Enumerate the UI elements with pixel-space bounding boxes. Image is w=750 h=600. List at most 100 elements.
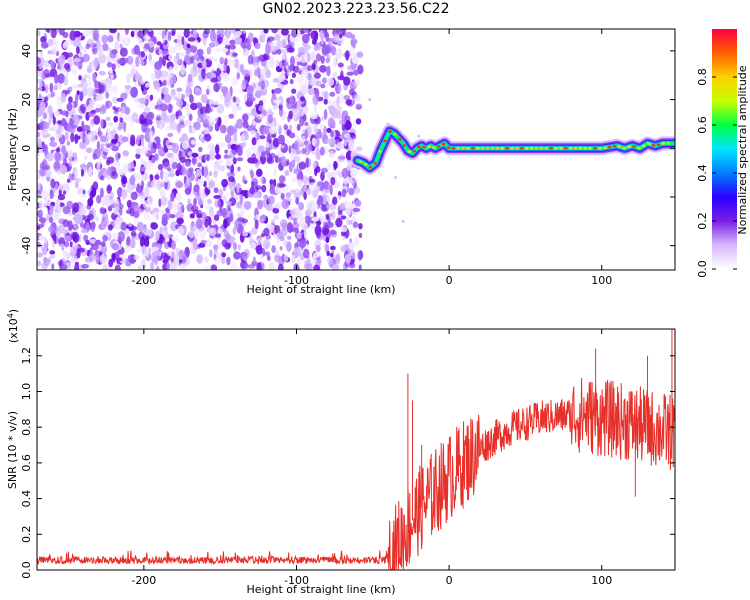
noise-blob [140, 150, 148, 155]
noise-blob [206, 154, 210, 162]
noise-blob [225, 158, 233, 167]
noise-blob [75, 62, 82, 67]
noise-blob [170, 221, 178, 232]
noise-blob [242, 120, 249, 129]
noise-blob [112, 200, 120, 209]
x-tick-label: 100 [591, 574, 612, 587]
noise-blob [336, 141, 344, 150]
noise-blob [167, 31, 172, 41]
noise-blob [141, 180, 145, 190]
noise-blob [255, 185, 262, 191]
noise-blob [304, 209, 312, 217]
noise-blob [58, 54, 66, 64]
noise-blob [341, 167, 349, 179]
noise-blob [37, 112, 42, 117]
noise-blob [234, 219, 239, 230]
noise-blob [223, 72, 230, 82]
noise-blob [208, 227, 217, 237]
noise-blob [48, 109, 54, 119]
ridge-peak [383, 139, 387, 143]
noise-blob [41, 201, 47, 209]
noise-blob [154, 174, 160, 180]
noise-blob [134, 73, 143, 82]
noise-blob [114, 41, 119, 50]
noise-blob [209, 249, 213, 258]
noise-blob [140, 158, 146, 166]
noise-blob [196, 48, 204, 57]
noise-blob [338, 170, 343, 179]
noise-blob [261, 184, 267, 193]
noise-blob [81, 106, 86, 114]
noise-blob [301, 69, 309, 79]
noise-blob [117, 126, 123, 131]
noise-blob [48, 117, 52, 125]
noise-blob [186, 43, 191, 49]
noise-blob [297, 179, 303, 187]
noise-blob [220, 86, 229, 94]
noise-blob [310, 114, 318, 120]
noise-blob [73, 57, 81, 63]
noise-blob [74, 181, 79, 189]
noise-blob [190, 67, 198, 78]
noise-blob [117, 59, 125, 64]
noise-blob [87, 68, 92, 74]
noise-blob [219, 165, 225, 172]
noise-blob [154, 105, 159, 110]
noise-blob [81, 263, 89, 269]
noise-blob [114, 219, 122, 230]
noise-blob [198, 146, 203, 153]
noise-blob [320, 83, 326, 89]
noise-blob [147, 29, 154, 38]
noise-blob [50, 29, 57, 39]
noise-blob [210, 31, 217, 42]
noise-blob [334, 254, 341, 265]
noise-blob [251, 181, 255, 189]
noise-blob [155, 265, 160, 270]
noise-blob [82, 30, 90, 37]
noise-blob [299, 54, 308, 63]
noise-blob [296, 103, 300, 113]
noise-blob [288, 145, 292, 154]
ridge-peak [378, 150, 382, 153]
noise-blob [320, 55, 325, 64]
noise-blob [166, 261, 170, 270]
noise-blob [51, 263, 55, 270]
noise-blob [316, 42, 321, 51]
noise-blob [323, 125, 327, 136]
noise-blob [102, 194, 111, 201]
noise-blob [183, 119, 192, 127]
noise-blob [203, 127, 210, 135]
noise-blob [162, 79, 167, 87]
noise-blob [138, 38, 143, 45]
noise-blob [283, 124, 289, 131]
noise-blob [323, 98, 328, 105]
colorbar-tick-label: 0.4 [696, 164, 709, 182]
noise-blob [221, 37, 229, 45]
noise-blob [216, 103, 225, 114]
noise-blob [102, 264, 108, 270]
ridge-peak [563, 147, 568, 150]
noise-blob [133, 44, 140, 55]
noise-blob [150, 222, 158, 230]
noise-blob [68, 149, 73, 160]
noise-blob [176, 162, 182, 172]
noise-blob [201, 68, 206, 80]
noise-blob [186, 49, 191, 55]
noise-blob [305, 157, 309, 169]
x-tick-label: 100 [591, 274, 612, 287]
noise-blob [186, 81, 192, 93]
noise-blob [123, 114, 132, 122]
noise-blob [291, 72, 296, 79]
noise-blob [315, 131, 323, 139]
noise-blob [280, 48, 289, 55]
noise-blob [286, 235, 292, 240]
noise-blob [232, 96, 237, 103]
noise-blob [312, 203, 319, 210]
noise-blob [227, 171, 236, 178]
colorbar-label: Normalized spectral amplitude [736, 65, 749, 234]
colorbar [712, 29, 737, 269]
noise-blob [159, 226, 164, 235]
noise-blob [276, 182, 285, 189]
noise-blob [237, 148, 243, 156]
noise-blob [48, 226, 55, 233]
